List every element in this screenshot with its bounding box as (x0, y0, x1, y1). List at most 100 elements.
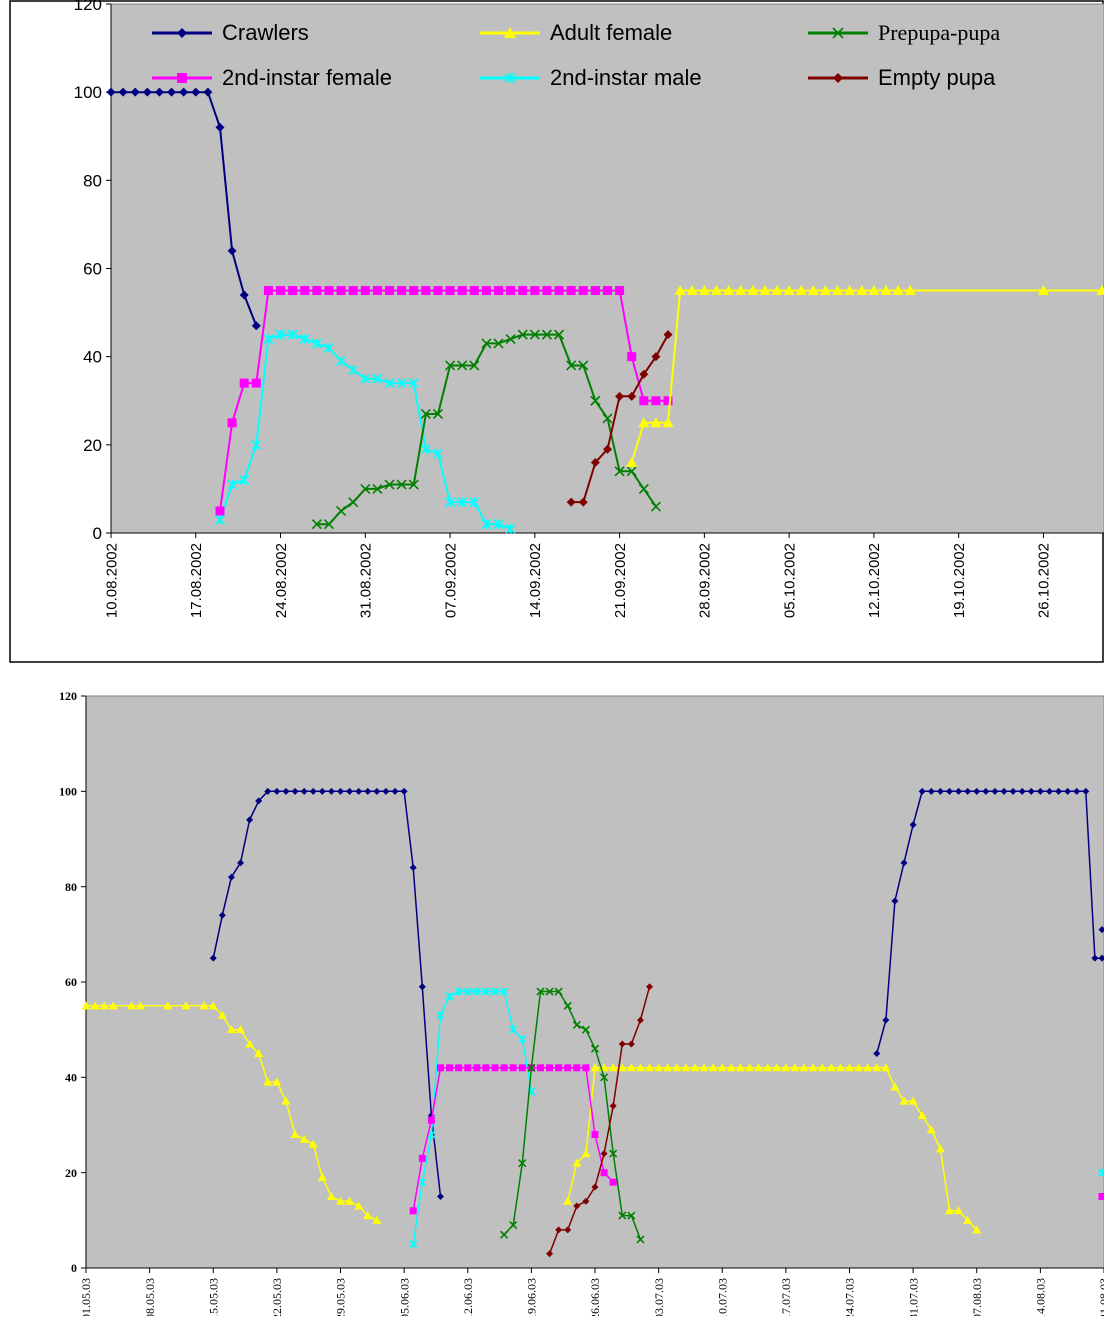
bottom-xtick-label: 24.07.03 (843, 1278, 857, 1316)
top-xtick-label: 24.08.2002 (273, 543, 290, 618)
top-data-point (373, 286, 382, 295)
top-data-point (506, 286, 515, 295)
top-data-point (639, 396, 648, 405)
bottom-data-point (564, 1064, 571, 1071)
bottom-data-point (1099, 1193, 1104, 1200)
bottom-xtick-label: 12.06.03 (461, 1278, 475, 1316)
top-data-point (312, 286, 321, 295)
top-data-point (518, 286, 527, 295)
top-xtick-label: 19.10.2002 (951, 543, 968, 618)
bottom-data-point (501, 1064, 508, 1071)
top-xtick-label: 10.08.2002 (103, 543, 120, 618)
top-data-point (215, 506, 224, 515)
bottom-data-point (537, 1064, 544, 1071)
top-data-point (276, 286, 285, 295)
legend-swatch-marker (177, 73, 187, 83)
top-data-point (458, 286, 467, 295)
legend-label: Empty pupa (878, 65, 996, 90)
bottom-data-point (582, 1064, 589, 1071)
top-data-point (615, 286, 624, 295)
top-xtick-label: 05.10.2002 (781, 543, 798, 618)
bottom-data-point (492, 1064, 499, 1071)
bottom-data-point (455, 1064, 462, 1071)
top-data-point (264, 286, 273, 295)
top-xtick-label: 07.09.2002 (442, 543, 459, 618)
bottom-data-point (519, 1064, 526, 1071)
bottom-xtick-label: 26.06.03 (588, 1278, 602, 1316)
top-ytick-label: 60 (83, 259, 102, 278)
bottom-data-point (473, 1064, 480, 1071)
legend-label: Adult female (550, 20, 672, 45)
bottom-xtick-label: 07.08.03 (970, 1278, 984, 1316)
bottom-ytick-label: 120 (59, 689, 77, 703)
top-data-point (470, 286, 479, 295)
top-xtick-label: 28.09.2002 (697, 543, 714, 618)
bottom-data-point (546, 1064, 553, 1071)
top-data-point (228, 418, 237, 427)
bottom-plot-area (86, 696, 1104, 1268)
top-data-point (252, 379, 261, 388)
bottom-xtick-label: 10.07.03 (715, 1278, 729, 1316)
top-ytick-label: 100 (74, 83, 102, 102)
top-data-point (579, 286, 588, 295)
bottom-xtick-label: 05.06.03 (397, 1278, 411, 1316)
top-ytick-label: 0 (93, 524, 102, 543)
top-xtick-label: 12.10.2002 (866, 543, 883, 618)
top-data-point (397, 286, 406, 295)
legend-label: 2nd-instar male (550, 65, 702, 90)
bottom-xtick-label: 21.08.03 (1097, 1278, 1104, 1316)
top-data-point (446, 286, 455, 295)
top-xtick-label: 21.09.2002 (612, 543, 629, 618)
bottom-data-point (464, 1064, 471, 1071)
top-data-point (300, 286, 309, 295)
top-xtick-label: 26.10.2002 (1036, 543, 1053, 618)
bottom-data-point (410, 1207, 417, 1214)
bottom-ytick-label: 60 (65, 975, 77, 989)
top-data-point (240, 379, 249, 388)
bottom-xtick-label: 31.07.03 (906, 1278, 920, 1316)
top-data-point (433, 286, 442, 295)
top-xtick-label: 31.08.2002 (358, 543, 375, 618)
top-ytick-label: 40 (83, 348, 102, 367)
bottom-xtick-label: 19.06.03 (525, 1278, 539, 1316)
top-data-point (337, 286, 346, 295)
bottom-ytick-label: 20 (65, 1166, 77, 1180)
top-data-point (324, 286, 333, 295)
top-data-point (385, 286, 394, 295)
bottom-xtick-label: 03.07.03 (652, 1278, 666, 1316)
legend-label: Crawlers (222, 20, 309, 45)
top-ytick-label: 20 (83, 436, 102, 455)
bottom-ytick-label: 0 (71, 1261, 77, 1275)
top-ytick-label: 80 (83, 171, 102, 190)
bottom-xtick-label: 22.05.03 (270, 1278, 284, 1316)
top-data-point (494, 286, 503, 295)
bottom-xtick-label: 01.05.03 (79, 1278, 93, 1316)
bottom-ytick-label: 40 (65, 1071, 77, 1085)
bottom-data-point (437, 1064, 444, 1071)
top-data-point (555, 286, 564, 295)
top-xtick-label: 17.08.2002 (188, 543, 205, 618)
bottom-ytick-label: 100 (59, 785, 77, 799)
top-data-point (627, 352, 636, 361)
bottom-xtick-label: 17.07.03 (779, 1278, 793, 1316)
bottom-data-point (428, 1117, 435, 1124)
top-data-point (421, 286, 430, 295)
top-data-point (591, 286, 600, 295)
bottom-xtick-label: 15.05.03 (206, 1278, 220, 1316)
top-data-point (409, 286, 418, 295)
bottom-xtick-label: 14.08.03 (1034, 1278, 1048, 1316)
bottom-data-point (592, 1131, 599, 1138)
bottom-data-point (601, 1169, 608, 1176)
bottom-xtick-label: 29.05.03 (334, 1278, 348, 1316)
top-data-point (603, 286, 612, 295)
bottom-xtick-label: 08.05.03 (143, 1278, 157, 1316)
top-xtick-label: 14.09.2002 (527, 543, 544, 618)
legend-label: 2nd-instar female (222, 65, 392, 90)
top-data-point (542, 286, 551, 295)
top-data-point (530, 286, 539, 295)
top-data-point (349, 286, 358, 295)
top-data-point (361, 286, 370, 295)
bottom-data-point (573, 1064, 580, 1071)
